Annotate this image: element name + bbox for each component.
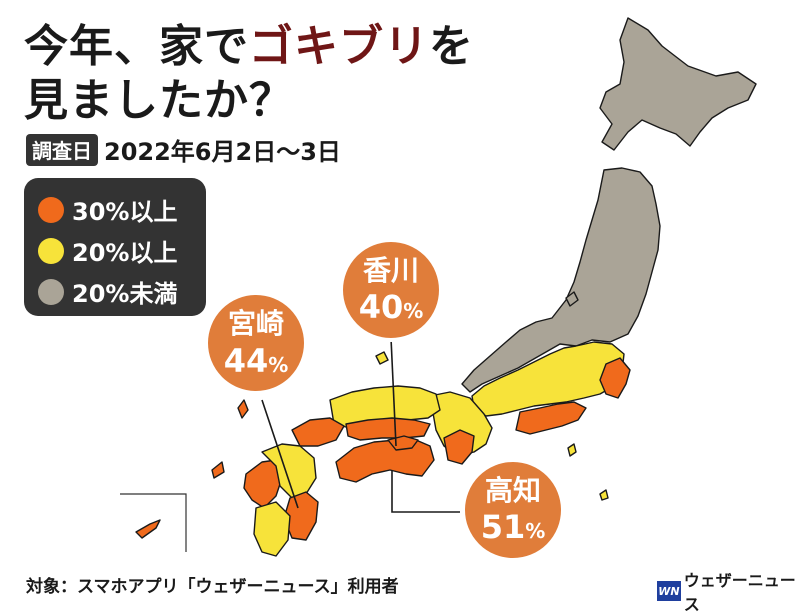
callout-circle xyxy=(339,238,443,342)
callout-circle xyxy=(461,458,565,562)
island-okinawa xyxy=(135,519,161,539)
title-line2: 見ましたか？ xyxy=(24,75,294,126)
japan-map: 香川 40% 宮崎 44% 高知 51% xyxy=(120,17,757,562)
callout-unit: % xyxy=(403,299,423,323)
region-kii xyxy=(443,429,475,465)
weathernews-logo: WN ウェザーニュース xyxy=(657,567,800,615)
survey-badge: 調査日 xyxy=(26,133,98,166)
island-izu xyxy=(567,443,577,457)
region-kyushu-central xyxy=(261,443,317,499)
island-izu-2 xyxy=(599,489,609,501)
legend: 30%以上 20%以上 20%未満 xyxy=(24,178,206,316)
region-kyushu-west xyxy=(243,459,283,509)
region-kagoshima xyxy=(253,501,291,557)
callout-value: 44 xyxy=(224,342,269,380)
callout-unit: % xyxy=(525,519,545,543)
region-chiba xyxy=(599,357,631,399)
legend-label: 30%以上 xyxy=(72,198,178,226)
callout-kagawa: 香川 40% xyxy=(339,238,443,342)
leader-kagawa xyxy=(390,337,397,447)
leader-kochi xyxy=(391,470,460,513)
legend-label: 20%未満 xyxy=(72,280,178,308)
callout-miyazaki: 宮崎 44% xyxy=(204,291,308,395)
legend-dot-orange xyxy=(38,196,64,223)
callout-value: 51 xyxy=(481,508,526,546)
island-oki xyxy=(375,351,389,365)
legend-item-20-above: 20%以上 xyxy=(38,233,177,268)
svg-text:40%: 40% xyxy=(359,288,424,326)
map-infographic: 今年、家でゴキブリを 見ましたか？ 調査日 2022年6月2日〜3日 30%以上… xyxy=(24,17,796,614)
callout-label: 香川 xyxy=(363,254,419,287)
legend-dot-gray xyxy=(38,278,64,305)
region-tohoku xyxy=(461,167,661,393)
title-part1: 今年、家で xyxy=(24,21,249,72)
island-tsushima xyxy=(237,399,249,419)
region-tokai-coast xyxy=(515,401,587,435)
legend-dot-yellow xyxy=(38,237,64,264)
callout-label: 高知 xyxy=(485,474,541,507)
region-hokkaido xyxy=(599,17,757,151)
logo-name: ウェザーニュース xyxy=(683,571,796,614)
callout-circle xyxy=(204,291,308,395)
footer-note: 対象：スマホアプリ「ウェザーニュース」利用者 xyxy=(26,577,399,597)
callout-kochi: 高知 51% xyxy=(461,458,565,562)
svg-text:51%: 51% xyxy=(481,508,546,546)
legend-item-30-above: 30%以上 xyxy=(38,192,177,227)
logo-mark: WN xyxy=(657,581,681,601)
region-setouchi xyxy=(345,417,431,441)
island-goto xyxy=(211,461,225,479)
legend-label: 20%以上 xyxy=(72,239,178,267)
island-sado xyxy=(565,291,579,307)
leader-miyazaki xyxy=(261,399,299,509)
region-yamaguchi xyxy=(291,417,345,447)
callout-label: 宮崎 xyxy=(228,307,284,340)
region-shikoku xyxy=(335,439,435,483)
page-title: 今年、家でゴキブリを 見ましたか？ xyxy=(24,20,474,128)
legend-item-below-20: 20%未満 xyxy=(38,274,177,309)
callout-unit: % xyxy=(268,353,288,377)
callout-value: 40 xyxy=(359,288,404,326)
title-part2: を xyxy=(429,21,474,72)
okinawa-inset-frame xyxy=(120,493,187,552)
title-highlight: ゴキブリ xyxy=(249,21,429,72)
survey-date: 2022年6月2日〜3日 xyxy=(104,138,341,166)
survey-date-row: 調査日 2022年6月2日〜3日 xyxy=(26,132,341,167)
svg-text:44%: 44% xyxy=(224,342,289,380)
